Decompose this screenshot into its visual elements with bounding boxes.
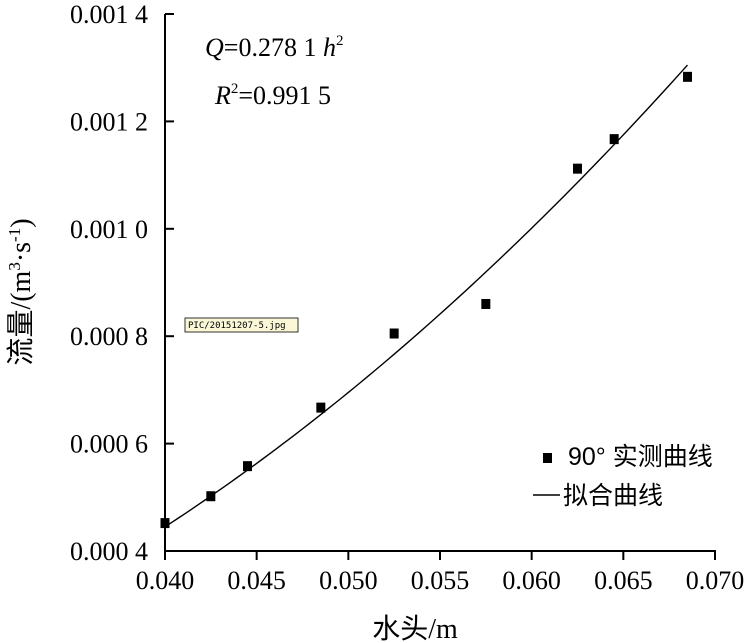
file-tag-text: PIC/20151207-5.jpg	[188, 321, 286, 331]
data-point	[160, 518, 170, 529]
data-point	[481, 298, 491, 309]
y-tick-labels: 0.000 4 0.000 6 0.000 8 0.001 0 0.001 2 0.001…	[70, 0, 148, 566]
data-point	[389, 328, 399, 339]
y-tick-label: 0.001 2	[70, 107, 148, 136]
legend: 90° 实测曲线 拟合曲线	[533, 443, 713, 510]
legend-marker-square	[543, 453, 552, 463]
file-tag-box	[184, 317, 299, 333]
eq-q-var: Q	[205, 33, 224, 62]
y-tick-label: 0.000 4	[70, 537, 148, 566]
eq-h-exp: 2	[336, 33, 344, 49]
y-tick-label: 0.001 4	[70, 0, 148, 29]
eq-q-rhs: =0.278 1	[224, 33, 323, 62]
x-tick-label: 0.040	[136, 566, 195, 595]
data-point	[243, 461, 252, 472]
x-axis-title: 水头/m	[372, 613, 458, 643]
x-tick-label: 0.065	[594, 566, 653, 595]
data-point	[316, 402, 326, 413]
y-axis-title-end: )	[6, 218, 37, 227]
eq-r-rhs: =0.991 5	[238, 81, 331, 110]
y-tick-label: 0.000 6	[70, 430, 148, 459]
y-axis-title-mid: ·s	[6, 242, 37, 262]
eq-r-exp: 2	[231, 81, 239, 97]
y-axis-title-sup2: -1	[5, 228, 24, 242]
data-point	[683, 71, 692, 82]
equation-r2: R2=0.991 5	[214, 81, 331, 110]
y-axis-title: 流量/(m3·s-1)	[5, 218, 37, 365]
eq-r-var: R	[214, 81, 231, 110]
data-point	[206, 491, 216, 502]
legend-label-measured: 90° 实测曲线	[568, 443, 713, 471]
y-tick-label: 0.000 8	[70, 322, 148, 351]
data-point	[573, 163, 582, 174]
x-tick-labels: 0.040 0.045 0.050 0.055 0.060 0.065 0.070	[136, 566, 745, 595]
equation-q: Q=0.278 1 h2	[205, 33, 343, 62]
legend-label-fit: 拟合曲线	[563, 482, 663, 510]
x-tick-label: 0.045	[227, 566, 286, 595]
x-tick-label: 0.060	[502, 566, 561, 595]
y-axis-title-main: 流量/(m	[5, 270, 37, 365]
data-point	[609, 134, 619, 145]
axis-ticks	[164, 13, 716, 560]
y-axis-title-sup1: 3	[5, 262, 24, 271]
eq-h-var: h	[323, 33, 336, 62]
x-tick-label: 0.055	[411, 566, 470, 595]
y-tick-label: 0.001 0	[70, 215, 148, 244]
fit-curve-line	[164, 64, 689, 528]
data-points	[160, 71, 692, 529]
x-tick-label: 0.050	[319, 566, 378, 595]
x-tick-label: 0.070	[686, 566, 745, 595]
file-tag: PIC/20151207-5.jpg	[184, 317, 299, 333]
